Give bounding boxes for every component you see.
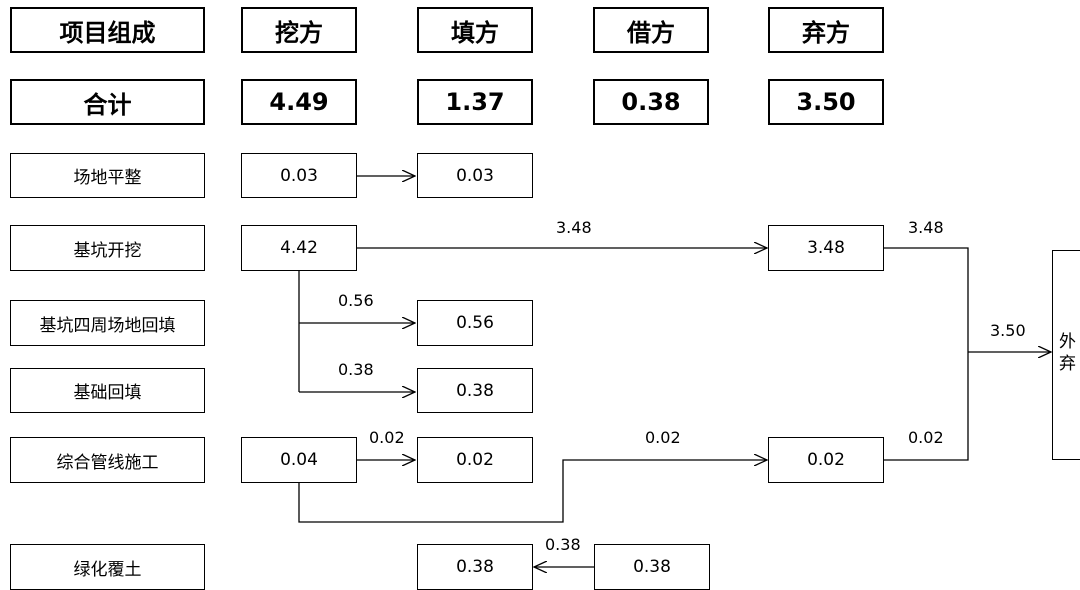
site-leveling-excavation: 0.03	[241, 153, 357, 198]
pit-excavation-spoil: 3.48	[768, 225, 884, 271]
flow-label-external: 3.50	[990, 321, 1026, 340]
foundation-backfill-fill: 0.38	[417, 368, 533, 413]
total-spoil: 3.50	[768, 79, 884, 125]
row-pit-excavation-label: 基坑开挖	[10, 225, 205, 271]
arrow-pipe-to-spoil	[298, 460, 767, 523]
pit-surround-backfill-fill: 0.56	[417, 300, 533, 346]
line-spoil-collector-bottom	[884, 352, 969, 461]
flow-label-pipe-spoil: 0.02	[645, 428, 681, 447]
total-excavation: 4.49	[241, 79, 357, 125]
flow-label-spoil-out-bottom: 0.02	[908, 428, 944, 447]
header-project-composition: 项目组成	[10, 7, 205, 53]
total-borrow: 0.38	[593, 79, 709, 125]
row-pipeline-label: 综合管线施工	[10, 437, 205, 483]
flow-label-pit-to-spoil: 3.48	[556, 218, 592, 237]
pipeline-spoil: 0.02	[768, 437, 884, 483]
row-site-leveling-label: 场地平整	[10, 153, 205, 198]
header-excavation: 挖方	[241, 7, 357, 53]
external-spoil-text-line1: 外	[1059, 332, 1076, 352]
line-spoil-collector-top	[884, 247, 969, 352]
flow-label-borrow: 0.38	[545, 535, 581, 554]
header-borrow: 借方	[593, 7, 709, 53]
row-greening-label: 绿化覆土	[10, 544, 205, 590]
header-fill: 填方	[417, 7, 533, 53]
total-fill: 1.37	[417, 79, 533, 125]
external-spoil-text-line2: 弃	[1059, 354, 1076, 374]
flow-label-foundation: 0.38	[338, 360, 374, 379]
pipeline-excavation: 0.04	[241, 437, 357, 483]
flow-label-pipe-fill: 0.02	[369, 428, 405, 447]
row-pit-surround-backfill-label: 基坑四周场地回填	[10, 300, 205, 346]
flow-label-spoil-out-top: 3.48	[908, 218, 944, 237]
row-foundation-backfill-label: 基础回填	[10, 368, 205, 413]
total-label: 合计	[10, 79, 205, 125]
flow-label-backfill: 0.56	[338, 291, 374, 310]
site-leveling-fill: 0.03	[417, 153, 533, 198]
pipeline-fill: 0.02	[417, 437, 533, 483]
header-spoil: 弃方	[768, 7, 884, 53]
pit-excavation-excavation: 4.42	[241, 225, 357, 271]
external-spoil-box: 外 弃	[1052, 250, 1080, 460]
greening-fill: 0.38	[417, 544, 533, 590]
greening-borrow: 0.38	[594, 544, 710, 590]
